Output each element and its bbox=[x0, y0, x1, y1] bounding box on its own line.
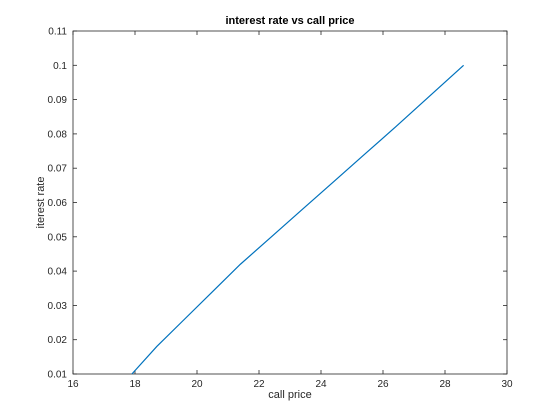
chart-title: interest rate vs call price bbox=[225, 15, 354, 27]
y-tick-label: 0.11 bbox=[48, 27, 67, 38]
x-tick-label: 20 bbox=[191, 379, 203, 390]
y-axis-ticks: 0.01 0.02 0.03 0.04 0.05 0.06 0.07 0.08 0.09 0.1 0… bbox=[48, 27, 507, 381]
y-tick-label: 0.09 bbox=[48, 95, 68, 106]
x-tick-label: 22 bbox=[253, 379, 265, 390]
series-line bbox=[131, 64, 465, 375]
series-layer bbox=[131, 64, 465, 375]
x-tick-label: 26 bbox=[377, 379, 389, 390]
x-tick-label: 18 bbox=[129, 379, 141, 390]
y-tick-label: 0.01 bbox=[48, 370, 68, 381]
x-axis-ticks: 16 18 20 22 24 26 28 30 bbox=[67, 31, 513, 390]
x-axis-label: call price bbox=[268, 389, 311, 401]
y-tick-label: 0.02 bbox=[48, 335, 68, 346]
y-tick-label: 0.03 bbox=[48, 301, 68, 312]
y-tick-label: 0.04 bbox=[48, 267, 68, 278]
y-tick-label: 0.05 bbox=[48, 232, 68, 243]
y-tick-label: 0.07 bbox=[48, 164, 68, 175]
x-tick-label: 28 bbox=[439, 379, 451, 390]
y-tick-label: 0.1 bbox=[53, 61, 67, 72]
x-tick-label: 30 bbox=[501, 379, 513, 390]
plot-area bbox=[72, 30, 508, 375]
y-tick-label: 0.06 bbox=[48, 198, 68, 209]
y-axis-label: iterest rate bbox=[35, 177, 47, 229]
x-tick-label: 24 bbox=[315, 379, 327, 390]
x-tick-label: 16 bbox=[67, 379, 79, 390]
y-tick-label: 0.08 bbox=[48, 129, 68, 140]
